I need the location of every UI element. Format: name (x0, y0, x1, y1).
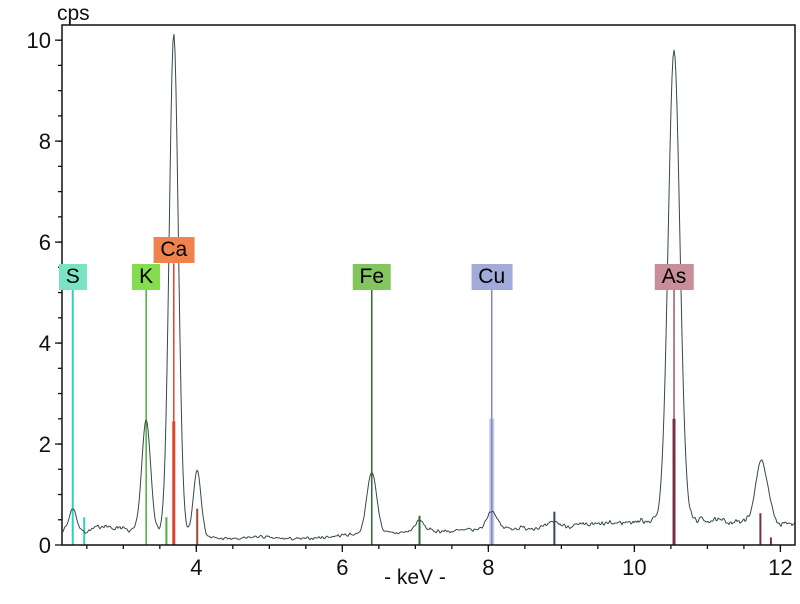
marker-bar-cu (553, 511, 556, 545)
element-label-k: K (132, 264, 161, 291)
y-axis-title: cps (57, 2, 90, 25)
element-label-cu: Cu (471, 264, 513, 291)
x-tick-label-10: 10 (622, 555, 646, 580)
y-tick-label-6: 6 (39, 230, 51, 255)
x-tick-label-12: 12 (768, 555, 792, 580)
y-tick-label-0: 0 (39, 533, 51, 558)
y-tick-label-10: 10 (27, 28, 51, 53)
x-axis-title: - keV - (384, 566, 446, 589)
marker-bar-ca (196, 508, 199, 545)
marker-bar-as (769, 537, 772, 545)
marker-bar-as (759, 513, 762, 545)
y-tick-label-2: 2 (39, 432, 51, 457)
marker-bar-fe (418, 515, 421, 545)
y-tick-label-4: 4 (39, 331, 51, 356)
spectrum-trace (61, 33, 796, 541)
x-tick-label-4: 4 (190, 555, 202, 580)
element-label-s: S (58, 264, 87, 291)
y-tick-label-8: 8 (39, 129, 51, 154)
marker-bar-k (165, 517, 168, 545)
x-tick-label-6: 6 (336, 555, 348, 580)
element-label-as: As (654, 264, 694, 291)
element-label-fe: Fe (352, 264, 392, 291)
x-tick-label-8: 8 (482, 555, 494, 580)
element-label-ca: Ca (153, 237, 195, 264)
